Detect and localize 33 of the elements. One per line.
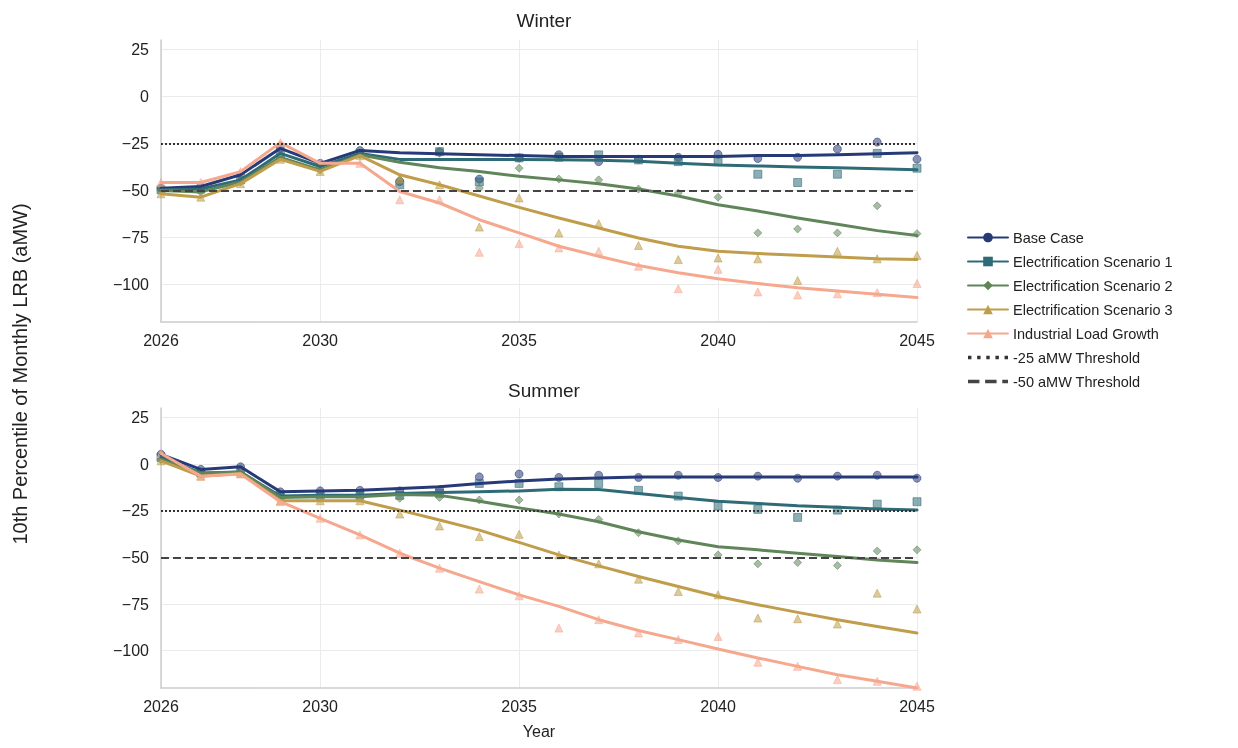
- x-tick-label: 2045: [899, 697, 935, 715]
- legend-label: Industrial Load Growth: [1013, 325, 1159, 342]
- x-tick-label: 2026: [143, 697, 179, 715]
- y-tick-label: −50: [121, 548, 150, 566]
- x-tick-label: 2045: [899, 331, 935, 349]
- x-tick-label: 2035: [501, 331, 537, 349]
- y-tick-label: −75: [121, 595, 150, 613]
- x-axis-title: Year: [522, 722, 556, 740]
- x-tick-label: 2030: [302, 697, 339, 715]
- y-tick-label: 25: [131, 40, 150, 58]
- y-tick-label: −25: [121, 134, 150, 152]
- legend-label: Base Case: [1013, 229, 1084, 246]
- legend-label: Electrification Scenario 1: [1013, 253, 1173, 270]
- y-tick-label: 0: [140, 87, 150, 105]
- y-tick-label: 25: [131, 408, 150, 426]
- y-axis-title: 10th Percentile of Monthly LRB (aMW): [9, 203, 31, 545]
- y-tick-label: −100: [112, 275, 150, 293]
- chart-title: Summer: [508, 380, 581, 401]
- chart-title: Winter: [516, 10, 573, 31]
- legend-label: -50 aMW Threshold: [1013, 373, 1141, 390]
- x-tick-label: 2035: [501, 697, 537, 715]
- x-tick-label: 2030: [302, 331, 339, 349]
- legend-label: -25 aMW Threshold: [1013, 349, 1141, 366]
- y-tick-label: −50: [121, 181, 150, 199]
- legend-label: Electrification Scenario 2: [1013, 277, 1173, 294]
- legend-label: Electrification Scenario 3: [1013, 301, 1173, 318]
- x-tick-label: 2040: [700, 331, 736, 349]
- y-tick-label: 0: [140, 455, 150, 473]
- y-tick-label: −25: [121, 502, 150, 520]
- x-tick-label: 2040: [700, 697, 736, 715]
- y-tick-label: −100: [112, 642, 150, 660]
- y-tick-label: −75: [121, 228, 150, 246]
- x-tick-label: 2026: [143, 331, 179, 349]
